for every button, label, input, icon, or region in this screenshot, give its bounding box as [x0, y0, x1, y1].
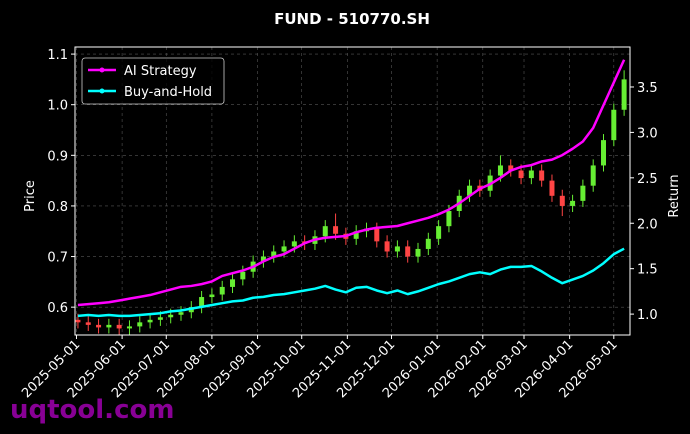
y2-axis-label: Return — [667, 174, 682, 217]
candle-body — [549, 180, 555, 196]
candle-body — [580, 185, 586, 201]
candle-body — [168, 314, 174, 318]
y2-tick-label: 1.0 — [637, 308, 658, 323]
candle-body — [559, 195, 565, 206]
legend-label: AI Strategy — [124, 64, 197, 79]
candle-body — [219, 286, 225, 295]
candle-body — [570, 200, 576, 206]
legend-label: Buy-and-Hold — [124, 85, 212, 100]
y2-tick-label: 2.5 — [637, 172, 658, 187]
y2-tick-label: 1.5 — [637, 263, 658, 278]
candle-body — [528, 170, 534, 179]
candle-body — [508, 165, 514, 171]
y-tick-label: 0.7 — [47, 251, 68, 266]
candle-body — [425, 238, 431, 249]
candle-body — [333, 226, 339, 234]
candle-body — [230, 279, 236, 287]
candle-body — [116, 324, 122, 329]
candle-body — [518, 170, 524, 179]
candle-body — [137, 322, 143, 327]
candle-body — [467, 185, 473, 196]
y-tick-label: 1.1 — [47, 48, 68, 63]
candle-body — [75, 319, 81, 323]
candle-body — [446, 210, 452, 227]
y-tick-label: 0.6 — [47, 301, 68, 316]
candle-body — [621, 79, 627, 110]
candle-body — [322, 226, 328, 237]
candle-body — [85, 322, 91, 325]
y-axis-label: Price — [23, 180, 38, 212]
candle-body — [157, 317, 163, 320]
candle-body — [281, 246, 287, 252]
y2-tick-label: 3.5 — [637, 81, 658, 96]
y-tick-label: 0.9 — [47, 149, 68, 164]
candle-body — [96, 324, 102, 328]
candle-body — [291, 241, 297, 247]
candle-body — [353, 231, 359, 239]
plot-frame — [74, 46, 631, 336]
candle-body — [126, 326, 132, 329]
watermark: uqtool.com — [10, 395, 174, 425]
candle-body — [209, 294, 215, 298]
candle-body — [394, 246, 400, 252]
legend-marker — [99, 88, 105, 94]
y2-tick-label: 2.0 — [637, 217, 658, 232]
candle-body — [405, 246, 411, 257]
candle-body — [271, 251, 277, 257]
candle-body — [436, 226, 442, 239]
candle-body — [497, 165, 503, 176]
legend-box — [81, 57, 225, 105]
candle-body — [590, 165, 596, 186]
candle-body — [611, 109, 617, 141]
candle-body — [147, 319, 153, 323]
candle-body — [106, 324, 112, 328]
y-tick-label: 1.0 — [47, 99, 68, 114]
y2-tick-label: 3.0 — [637, 126, 658, 141]
candle-body — [199, 297, 205, 308]
chart-title: FUND - 510770.SH — [274, 10, 430, 28]
y-tick-label: 0.8 — [47, 200, 68, 215]
candle-body — [178, 312, 184, 315]
candle-body — [240, 271, 246, 280]
candle-body — [415, 248, 421, 257]
candle-body — [374, 228, 380, 242]
candle-body — [260, 256, 266, 262]
candle-body — [539, 170, 545, 181]
candle-body — [384, 241, 390, 252]
line-series — [77, 59, 626, 307]
line-series — [77, 247, 625, 318]
legend-marker — [99, 67, 105, 73]
candle-body — [601, 140, 607, 166]
